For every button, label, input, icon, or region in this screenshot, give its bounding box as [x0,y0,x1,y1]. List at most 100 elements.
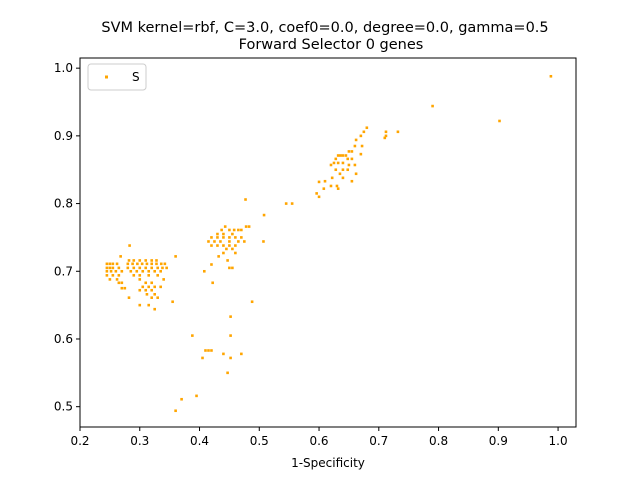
data-point [141,285,145,289]
data-point [317,195,321,199]
data-point [222,236,225,239]
data-point [284,202,288,205]
data-point [131,262,134,266]
data-point [120,281,124,285]
data-point [344,154,348,157]
data-point [229,334,232,337]
x-tick-label: 0.3 [130,434,149,448]
data-point [232,228,236,232]
data-point [243,240,246,243]
data-point [135,269,139,273]
data-point [332,161,336,165]
data-point [108,278,112,281]
data-point [161,266,164,270]
data-point [150,288,154,292]
data-point [222,244,225,247]
y-tick-label: 1.0 [54,61,73,75]
data-point [123,286,127,290]
data-point [346,157,350,161]
data-point [108,266,112,270]
data-point [498,119,501,123]
data-point [150,259,154,262]
y-tick-label: 0.9 [54,129,73,143]
data-point [383,136,387,140]
data-point [111,274,115,277]
x-tick-label: 0.9 [489,434,508,448]
data-point [229,356,232,360]
data-point [354,172,358,176]
data-point [153,285,156,289]
data-point [229,315,232,318]
data-point [330,176,334,180]
data-point [126,266,130,270]
data-point [210,244,213,247]
data-point [228,244,231,247]
data-point [431,104,434,108]
data-point [262,240,265,243]
data-point [119,255,122,258]
data-point [201,356,204,360]
data-point [114,269,118,273]
y-tick-label: 0.7 [54,264,73,278]
data-point [290,202,294,205]
data-point [115,278,119,281]
data-point [250,300,254,304]
data-point [127,259,131,262]
data-point [219,240,222,243]
data-point [129,269,133,273]
data-point [359,134,363,138]
data-point [153,307,156,311]
data-point [117,266,121,270]
data-point [105,266,109,270]
data-point [162,278,165,281]
data-point [155,262,158,266]
data-point [223,225,227,228]
x-axis-label: 1-Specificity [291,456,365,470]
data-point [210,263,213,266]
data-point [210,349,213,352]
data-point [156,274,159,277]
data-point [141,269,145,273]
data-point [144,266,148,270]
data-point [228,266,231,270]
data-point [341,176,345,180]
data-point [159,262,163,266]
data-point [336,154,340,157]
data-point [132,259,136,262]
data-point [111,262,115,266]
data-point [216,244,219,247]
data-point [126,262,130,266]
data-point [244,225,248,228]
data-point [231,266,234,270]
y-axis-ticks: 0.5 0.6 0.7 0.8 0.9 1.0 [54,61,80,414]
data-point [138,274,142,277]
data-point [222,251,225,255]
legend-marker [105,75,108,79]
data-point [138,259,142,262]
data-point [359,152,363,156]
data-point [353,163,357,167]
data-point [396,130,400,134]
data-point [315,192,318,195]
data-point [228,228,231,232]
data-point [237,240,240,243]
data-point [365,126,369,130]
data-point [225,247,228,251]
data-point [384,134,388,138]
data-point [117,274,121,277]
data-point [145,262,149,266]
data-point [240,228,243,232]
data-point [136,262,139,266]
legend-label: S [132,70,140,84]
data-point [144,288,148,292]
data-point [353,144,357,148]
data-point [105,262,109,266]
data-point [207,349,210,352]
data-point [153,269,156,273]
chart-subtitle: Forward Selector 0 genes [239,37,424,53]
data-point [350,179,354,183]
data-point [384,130,388,134]
legend-box [87,63,147,91]
data-point [228,240,231,243]
